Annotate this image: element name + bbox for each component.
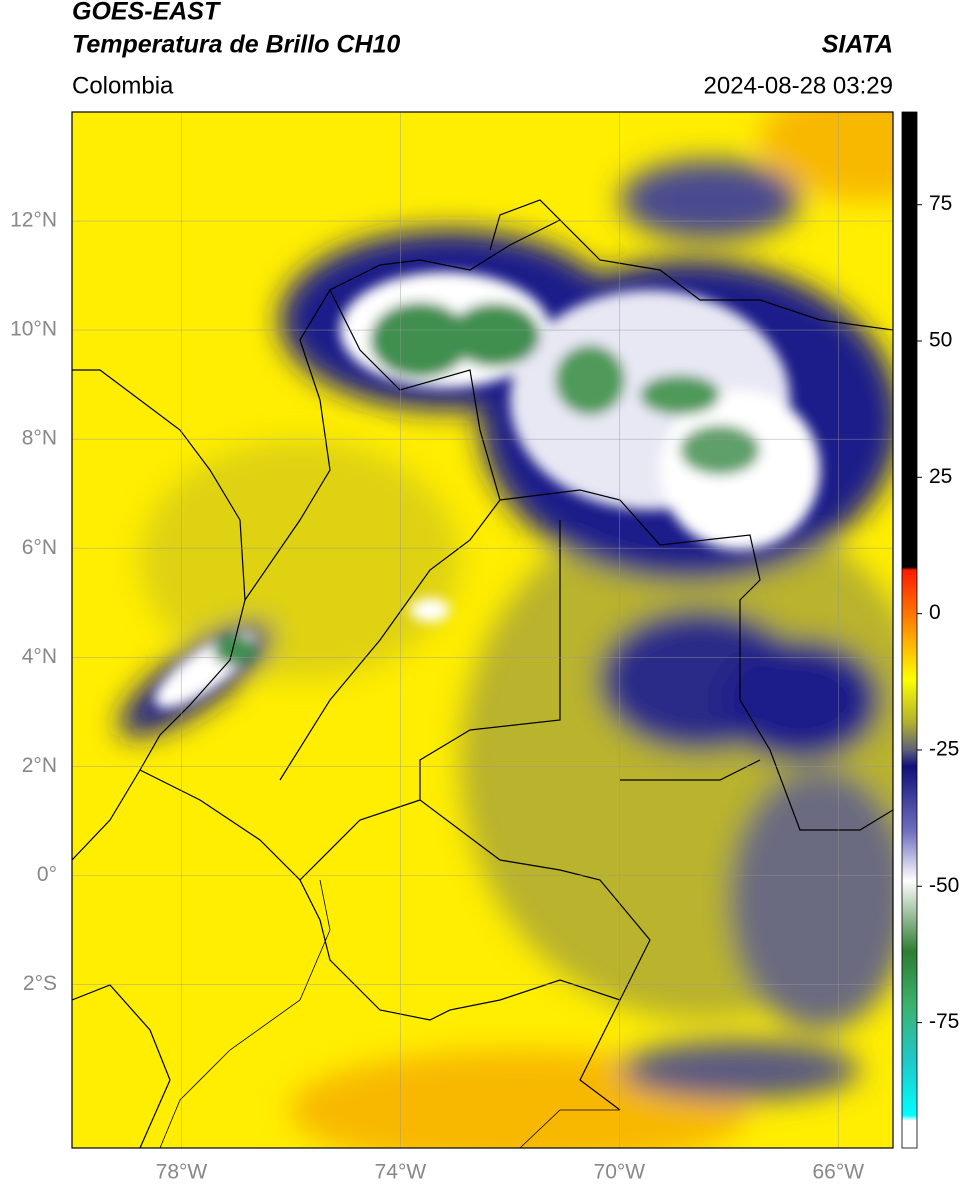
map-image (72, 112, 893, 1148)
colorbar (901, 111, 918, 1149)
colorbar-tick-label: 75 (929, 192, 952, 215)
colorbar-tick-label: -25 (929, 738, 959, 761)
region: Colombia (72, 72, 174, 99)
x-tick-label: 78°W (156, 1161, 208, 1184)
x-tick-label: 66°W (812, 1161, 864, 1184)
y-tick-label: 10°N (10, 318, 57, 341)
y-tick-label: 12°N (10, 209, 57, 232)
y-tick-label: 4°N (22, 645, 57, 668)
y-tick-label: 8°N (22, 427, 57, 450)
colorbar-tick-label: -50 (929, 874, 959, 897)
y-tick-label: 2°S (23, 972, 57, 995)
colorbar-tick-label: -75 (929, 1010, 959, 1033)
x-tick-label: 70°W (594, 1161, 646, 1184)
map-frame (71, 111, 894, 1149)
y-tick-label: 0° (37, 863, 57, 886)
subtitle: Temperatura de Brillo CH10 (72, 31, 400, 59)
y-tick-label: 6°N (22, 536, 57, 559)
y-tick-label: 2°N (22, 754, 57, 777)
colorbar-tick-label: 50 (929, 329, 952, 352)
title: GOES-EAST (72, 0, 222, 26)
colorbar-tick-label: 25 (929, 465, 952, 488)
colorbar-tick-label: 0 (929, 601, 941, 624)
source: SIATA (822, 31, 893, 59)
x-tick-label: 74°W (375, 1161, 427, 1184)
datetime: 2024-08-28 03:29 (704, 72, 894, 99)
